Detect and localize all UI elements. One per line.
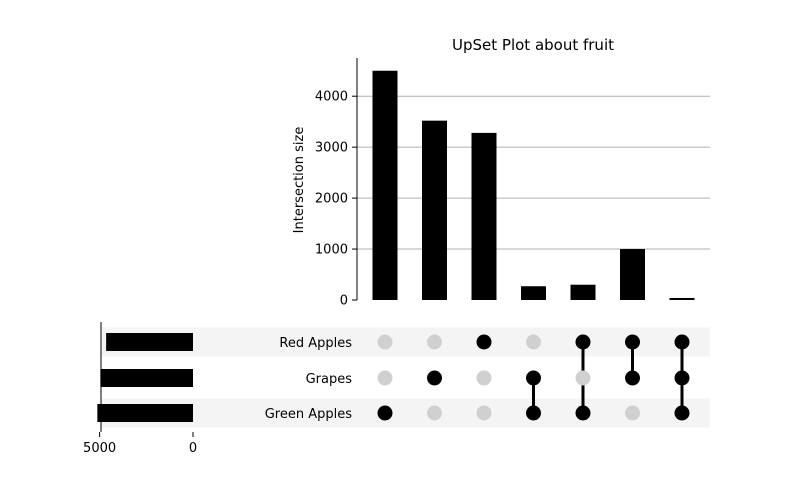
intersection-bar-4 bbox=[570, 284, 596, 300]
y-tick-label: 2000 bbox=[315, 192, 348, 207]
set-label-0: Red Apples bbox=[279, 336, 352, 351]
set-label-1: Grapes bbox=[306, 372, 353, 387]
dot-active bbox=[625, 370, 640, 386]
dot-inactive bbox=[377, 334, 393, 350]
set-size-bars: 5000 0 bbox=[83, 322, 197, 456]
set-size-tick-label: 0 bbox=[189, 441, 197, 456]
y-tick-label: 4000 bbox=[315, 90, 348, 105]
dot-inactive bbox=[526, 334, 541, 350]
dot-active bbox=[526, 370, 541, 386]
intersection-bar-1 bbox=[422, 120, 447, 301]
dot-inactive bbox=[427, 405, 442, 421]
dot-inactive bbox=[575, 370, 591, 386]
intersection-bars bbox=[372, 70, 695, 301]
row-shade-2 bbox=[101, 398, 710, 428]
set-label-2: Green Apples bbox=[265, 407, 353, 422]
set-size-tick-label: 5000 bbox=[83, 441, 116, 456]
membership-matrix bbox=[377, 334, 690, 421]
intersection-bar-0 bbox=[372, 70, 398, 300]
dot-inactive bbox=[625, 405, 640, 421]
dot-inactive bbox=[427, 334, 442, 350]
dot-active bbox=[674, 334, 690, 350]
intersection-bar-3 bbox=[521, 286, 546, 300]
intersection-bar-2 bbox=[471, 132, 497, 300]
set-labels: Red Apples Grapes Green Apples bbox=[265, 336, 353, 422]
matrix-row-shades bbox=[101, 327, 710, 428]
y-gridlines bbox=[357, 95, 710, 250]
dot-inactive bbox=[476, 405, 492, 421]
y-tick-label: 3000 bbox=[315, 141, 348, 156]
dot-active bbox=[575, 334, 591, 350]
dot-active bbox=[427, 370, 442, 386]
intersection-bar-5 bbox=[620, 249, 645, 300]
set-size-bar-2 bbox=[97, 404, 193, 422]
dot-active bbox=[674, 370, 690, 386]
chart-title: UpSet Plot about fruit bbox=[452, 36, 614, 54]
dot-active bbox=[575, 405, 591, 421]
y-axis: 0 1000 2000 3000 4000 bbox=[315, 58, 358, 309]
set-size-bar-0 bbox=[106, 333, 193, 351]
intersection-bar-6 bbox=[669, 297, 695, 300]
dot-active bbox=[674, 405, 690, 421]
y-tick-label: 1000 bbox=[315, 243, 348, 258]
row-shade-0 bbox=[101, 327, 710, 357]
dot-inactive bbox=[476, 370, 492, 386]
y-axis-label: Intersection size bbox=[292, 127, 307, 234]
dot-inactive bbox=[377, 370, 393, 386]
dot-active bbox=[377, 405, 393, 421]
y-tick-label: 0 bbox=[340, 294, 348, 309]
dot-active bbox=[476, 334, 492, 350]
dot-active bbox=[526, 405, 541, 421]
dot-active bbox=[625, 334, 640, 350]
set-size-bar-1 bbox=[100, 369, 193, 387]
